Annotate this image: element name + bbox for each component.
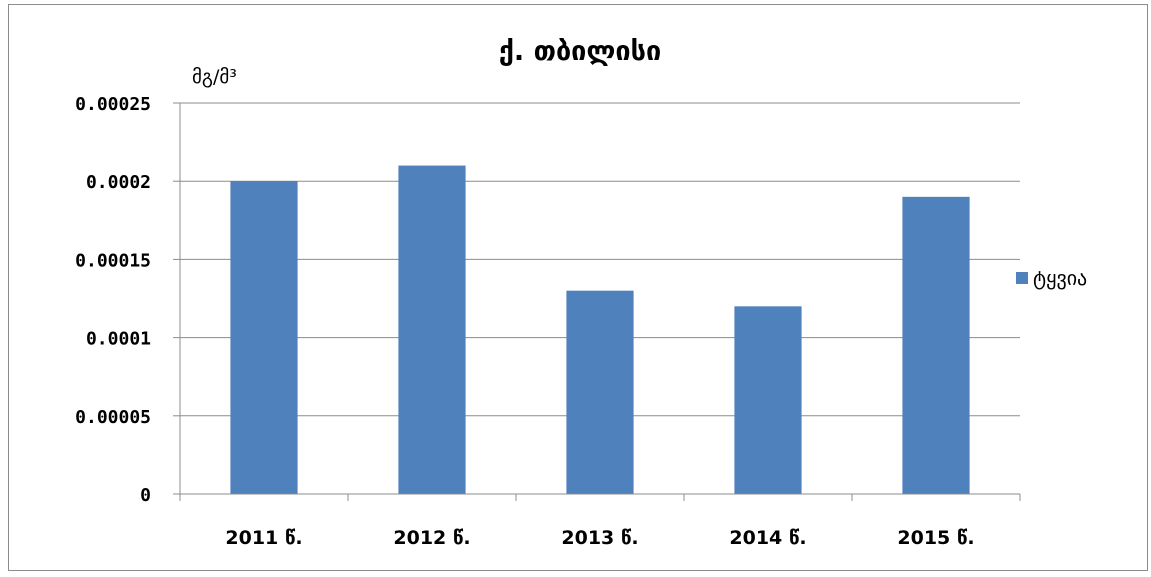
y-tick-label: 0.00015	[75, 250, 151, 271]
x-category-label: 2015 წ.	[897, 527, 974, 549]
bar	[230, 181, 298, 494]
legend: ტყვია	[1016, 266, 1087, 290]
bar	[566, 290, 634, 494]
x-category-label: 2014 წ.	[729, 527, 806, 549]
legend-label: ტყვია	[1033, 266, 1087, 290]
bars	[230, 165, 970, 494]
y-tick-label: 0.0001	[86, 329, 151, 350]
x-category-label: 2012 წ.	[393, 527, 470, 549]
chart-title: ქ. თბილისი	[499, 36, 661, 67]
bar	[734, 306, 802, 494]
x-axis: 2011 წ. 2012 წ. 2013 წ. 2014 წ. 2015 წ.	[179, 493, 1021, 549]
y-unit-label: მგ/მ³	[192, 66, 237, 88]
y-tick-label: 0.00025	[75, 94, 151, 115]
x-category-label: 2011 წ.	[225, 527, 302, 549]
legend-swatch	[1016, 272, 1028, 284]
y-axis-ticks: 0 0.00005 0.0001 0.00015 0.0002 0.00025	[75, 94, 181, 506]
bar	[902, 196, 970, 494]
x-category-label: 2013 წ.	[561, 527, 638, 549]
bar	[398, 165, 466, 494]
y-tick-label: 0.00005	[75, 407, 151, 428]
y-tick-label: 0.0002	[86, 172, 151, 193]
y-tick-label: 0	[140, 485, 151, 506]
